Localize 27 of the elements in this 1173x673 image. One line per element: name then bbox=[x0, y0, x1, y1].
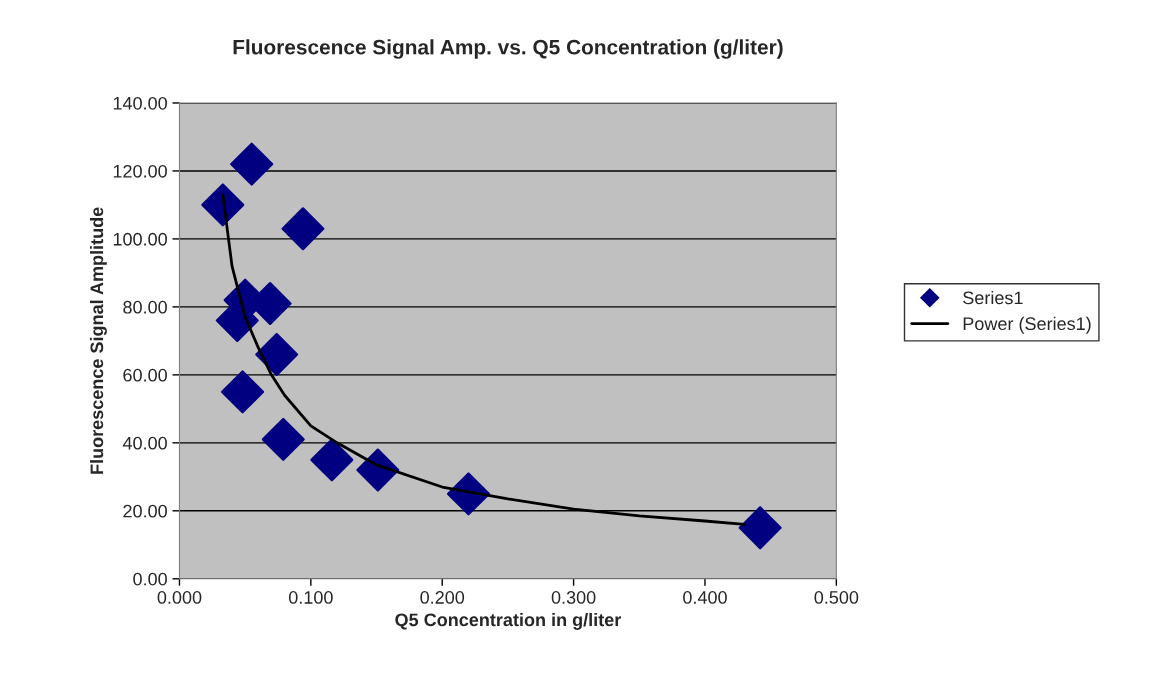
legend-label: Power (Series1) bbox=[963, 316, 1091, 334]
x-tick-label: 0.400 bbox=[683, 591, 727, 604]
y-tick-label: 80.00 bbox=[123, 300, 167, 314]
y-tick-label: 120.00 bbox=[113, 164, 167, 178]
y-tick-label: 40.00 bbox=[122, 436, 167, 450]
x-tick-label: 0.300 bbox=[551, 591, 596, 604]
y-tick-label: 20.00 bbox=[123, 504, 167, 518]
y-tick-label: 100.00 bbox=[113, 232, 167, 246]
point bbox=[281, 207, 325, 251]
point bbox=[738, 506, 782, 550]
chart-title: Fluorescence Signal Amp. vs. Q5 Concentration (g/liter) bbox=[233, 39, 783, 59]
point bbox=[261, 417, 305, 461]
y-tick-label: 140.00 bbox=[113, 96, 167, 110]
legend-label: Series1 bbox=[963, 290, 1023, 305]
x-tick-label: 0.100 bbox=[288, 591, 333, 604]
point bbox=[201, 183, 245, 227]
point bbox=[230, 142, 274, 186]
point bbox=[221, 370, 265, 414]
y-tick-label: 60.00 bbox=[123, 368, 167, 382]
y-axis-title: Fluorescence Signal Amplitude bbox=[89, 207, 107, 474]
x-tick-label: 0.500 bbox=[814, 591, 859, 604]
point bbox=[255, 332, 299, 376]
y-tick-label: 0.00 bbox=[133, 572, 167, 586]
x-tick-label: 0.000 bbox=[157, 591, 202, 604]
point bbox=[310, 438, 354, 482]
x-tick-label: 0.200 bbox=[420, 591, 465, 604]
x-axis-title: Q5 Concentration in g/liter bbox=[395, 612, 621, 630]
